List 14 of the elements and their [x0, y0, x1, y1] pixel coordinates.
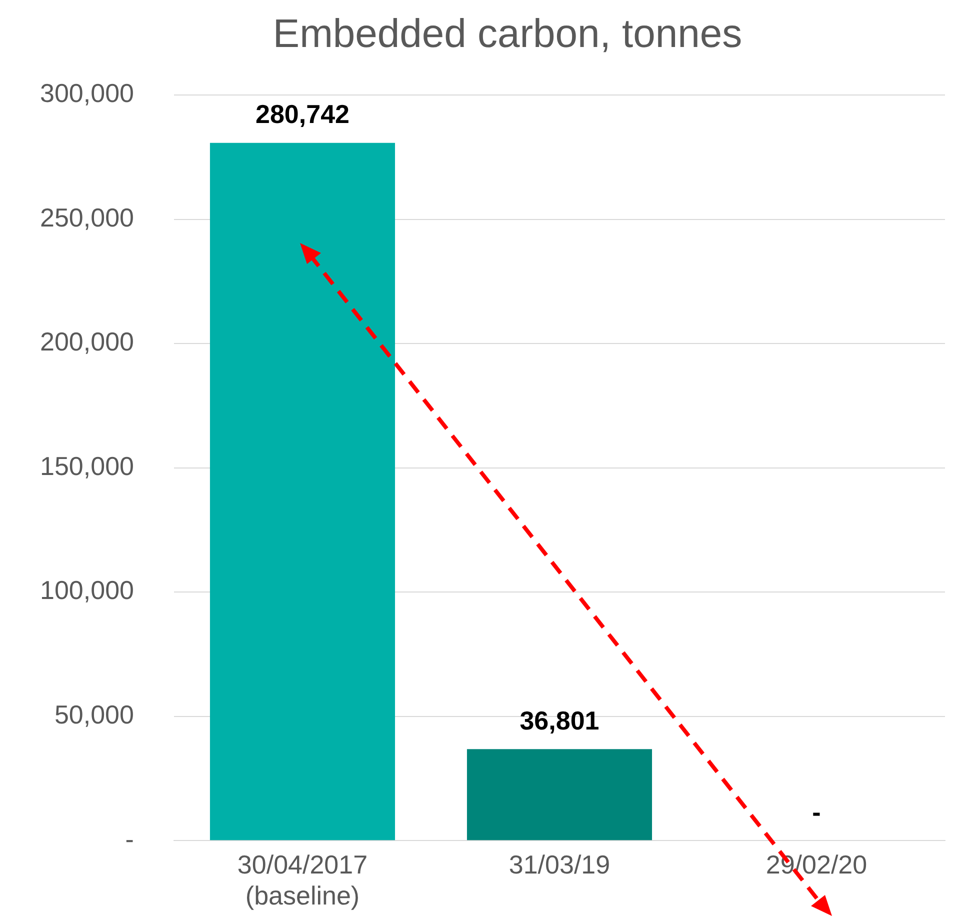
data-label: -: [812, 796, 821, 827]
y-tick-label: 150,000: [40, 450, 134, 481]
y-tick-label: -: [125, 824, 134, 854]
chart-title: Embedded carbon, tonnes: [272, 12, 744, 57]
data-label: 36,801: [520, 705, 600, 736]
y-tick-label: 250,000: [40, 202, 134, 232]
data-label: 280,742: [255, 99, 350, 130]
y-tick-label: 300,000: [40, 78, 134, 108]
y-tick-label: 100,000: [40, 575, 134, 606]
x-tick-label: 31/03/19: [508, 849, 610, 880]
y-tick-label: 50,000: [54, 700, 134, 730]
y-tick-label: 200,000: [40, 326, 134, 357]
x-tick-label: 30/04/2017 (baseline): [237, 849, 368, 911]
x-tick-label: 29/02/20: [766, 849, 868, 880]
